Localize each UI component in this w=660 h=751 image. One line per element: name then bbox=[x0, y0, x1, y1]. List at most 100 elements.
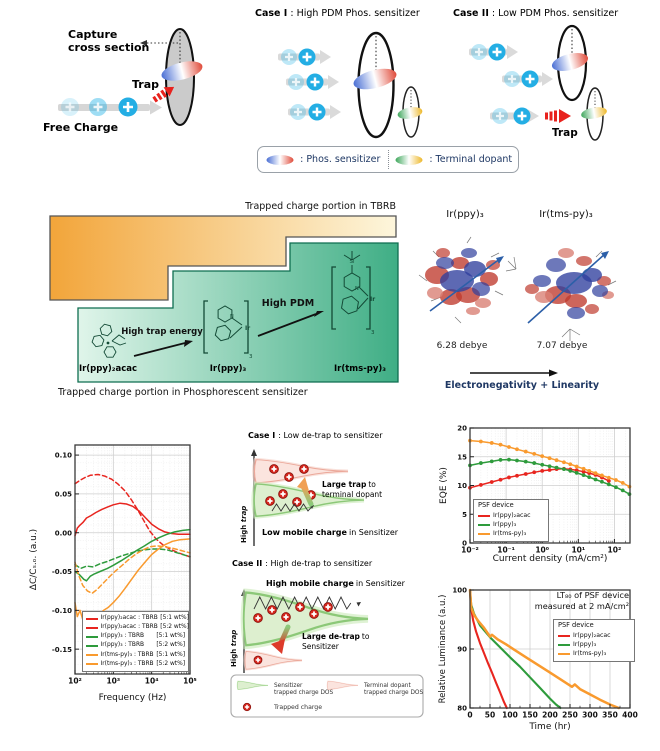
y-tick-label: 0 bbox=[462, 540, 467, 548]
series-line-0 bbox=[74, 473, 191, 558]
y-tick-label: 15 bbox=[457, 453, 467, 461]
large-detrap-label-line2: Sensitizer bbox=[302, 642, 340, 651]
series-line-3 bbox=[74, 528, 191, 582]
data-point bbox=[478, 483, 483, 487]
charge-row bbox=[278, 48, 331, 66]
data-point bbox=[600, 479, 604, 484]
x-tick-label: 10² bbox=[68, 677, 82, 686]
series-label: Ir(ppy)₃ : TBRB bbox=[100, 633, 145, 640]
y-tick-label: 80 bbox=[457, 705, 467, 713]
y-tick-label: 0.05 bbox=[55, 491, 72, 499]
capacitance-frequency-plot: 10² 10³ 10⁴ 10⁵ 0.10 0.05 0.00 -0.05 -0.10 -0.15 F… bbox=[29, 444, 197, 703]
high-pdm-label: High PDM bbox=[262, 298, 314, 309]
legend-title: PSF device bbox=[478, 501, 514, 509]
trapped-charge-icon bbox=[267, 605, 277, 615]
dipole-moment-panel: Ir(ppy)₃ Ir(tms-py)₃ bbox=[408, 195, 660, 405]
large-trap-arrowhead-icon bbox=[297, 477, 309, 491]
case1-panel: Case I : High PDM Phos. sensitizer bbox=[232, 5, 444, 145]
lifetime-chart: 0 50 100 150 200 250 300 350 400 80 90 100 Time (hr)… bbox=[437, 583, 660, 751]
series-line-1 bbox=[469, 458, 631, 495]
irppy2acac-label: Ir(ppy)₂acac bbox=[79, 364, 137, 374]
data-point bbox=[498, 477, 503, 482]
progression-arrowhead-icon bbox=[314, 311, 324, 317]
data-point bbox=[606, 475, 611, 480]
y-tick-label: 100 bbox=[452, 587, 467, 595]
data-point bbox=[489, 480, 494, 484]
high-trap-axis-label: Hightrap bbox=[240, 506, 248, 543]
dos-legend-sensitizer-line2: trapped charge DOS bbox=[274, 690, 333, 696]
series-ratio: [5:1 wt%] bbox=[156, 633, 185, 640]
axis-arrowhead-icon bbox=[251, 449, 257, 456]
trapped-charge-icon bbox=[309, 609, 319, 619]
irppy3-dipole-title: Ir(ppy)₃ bbox=[446, 209, 484, 220]
dos-case2-title: Case II: High de-trap to sensitizer bbox=[232, 559, 373, 568]
x-tick-label: 10¹ bbox=[571, 546, 585, 555]
trapped-charge-icon bbox=[295, 602, 305, 612]
svg-text:3: 3 bbox=[249, 354, 253, 360]
series-label: Ir(ppy)₃ : TBRB bbox=[100, 642, 145, 649]
data-point bbox=[620, 481, 625, 485]
data-point bbox=[568, 468, 573, 473]
case2-title: Case II : Low PDM Phos. sensitizer bbox=[453, 8, 618, 19]
svg-text:Ir: Ir bbox=[245, 325, 250, 332]
series-ratio: [5:2 wt%] bbox=[156, 660, 185, 667]
free-charge-label: Free Charge bbox=[43, 121, 118, 134]
irppy2acac-structure-icon bbox=[91, 323, 127, 358]
x-axis-label: Time (hr) bbox=[528, 722, 570, 732]
trapped-charge-icon bbox=[253, 655, 263, 665]
irppy3-dipole-value: 6.28 debye bbox=[437, 341, 488, 351]
trapped-charge-icon bbox=[253, 613, 263, 623]
dos-legend-sensitizer-line1: Sensitizer bbox=[274, 683, 303, 689]
x-tick-label: 50 bbox=[485, 711, 495, 720]
hopping-wave-icon bbox=[271, 503, 312, 512]
series-swatch-icon bbox=[86, 617, 98, 620]
trap-arrow-icon bbox=[545, 109, 571, 123]
irtmspy3-orbital-image bbox=[505, 248, 617, 341]
data-point bbox=[547, 456, 552, 461]
y-axis-label: EQE (%) bbox=[439, 467, 449, 504]
terminal-dopant-swatch-icon bbox=[395, 154, 423, 165]
series-swatch-icon bbox=[558, 643, 570, 646]
lt80-annotation-line2: measured at 2 mA/cm² bbox=[534, 601, 629, 612]
data-point bbox=[554, 458, 559, 463]
hopping-wave-arrowhead-icon bbox=[356, 602, 361, 607]
y-tick-label: -0.15 bbox=[52, 646, 72, 654]
series-line-1 bbox=[74, 502, 191, 537]
data-point bbox=[581, 466, 586, 471]
series-label: Ir(ppy)₂acac bbox=[573, 631, 611, 639]
callout-arrowhead-icon bbox=[140, 40, 147, 46]
progression-arrow bbox=[133, 342, 186, 357]
data-point bbox=[532, 470, 537, 475]
data-point bbox=[532, 451, 537, 456]
data-point bbox=[498, 442, 503, 447]
data-point bbox=[600, 473, 604, 478]
trapped-charge-icon bbox=[284, 472, 294, 482]
x-tick-label: 0 bbox=[467, 711, 472, 720]
trapped-charge-stair-diagram: Trapped charge portion in TBRB Ir(ppy)₂a… bbox=[30, 195, 402, 407]
x-tick-label: 10⁻² bbox=[461, 546, 479, 555]
trap-arrow-icon bbox=[152, 86, 175, 103]
legend-row: Ir(ppy)₂acac : TBRB [5:2 wt%] bbox=[86, 623, 189, 632]
data-point bbox=[620, 488, 625, 493]
x-tick-label: 10⁵ bbox=[183, 677, 197, 686]
trapped-charge-icon bbox=[278, 489, 288, 499]
terminal-dopant-dipole-icon bbox=[581, 107, 607, 119]
low-mobile-charge-label: Low mobile charge in Sensitizer bbox=[262, 528, 399, 537]
series-label: Ir(tms-py)₃ : TBRB bbox=[100, 651, 154, 658]
irtmspy3-structure-icon: Si N Ir 3 bbox=[331, 251, 375, 336]
x-tick-label: 10⁴ bbox=[145, 677, 159, 686]
data-point bbox=[587, 475, 592, 480]
capacitance-frequency-chart: 10² 10³ 10⁴ 10⁵ 0.10 0.05 0.00 -0.05 -0.10 -0.15 F… bbox=[25, 425, 215, 725]
legend-row: Ir(ppy)₃ bbox=[478, 520, 544, 529]
series-swatch-icon bbox=[86, 635, 98, 638]
eqe-chart: 10⁻² 10⁻¹ 10⁰ 10¹ 10² 0 5 10 15 20 Current density… bbox=[437, 425, 660, 573]
trapped-charge-icon bbox=[265, 496, 275, 506]
svg-text:Ir: Ir bbox=[370, 296, 375, 303]
tbrb-trapped-charge-stair bbox=[49, 215, 397, 301]
series-ratio: [5:1 wt%] bbox=[160, 615, 189, 621]
case1-title: Case I : High PDM Phos. sensitizer bbox=[255, 8, 420, 19]
phos-sensitizer-dipole-icon bbox=[353, 68, 397, 90]
data-point bbox=[614, 485, 618, 490]
terminal-dopant-legend-label: : Terminal dopant bbox=[429, 154, 513, 165]
legend-row: Ir(ppy)₂acac bbox=[558, 631, 630, 640]
